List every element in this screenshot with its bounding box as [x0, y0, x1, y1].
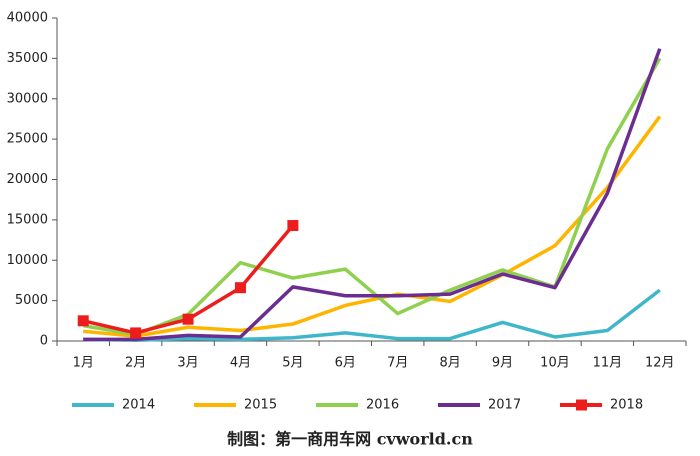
- series-line: [82, 57, 662, 337]
- x-tick-label: 2月: [125, 356, 146, 371]
- point-marker: [77, 315, 89, 327]
- series-line: [83, 288, 661, 342]
- y-tick-label: 20000: [7, 172, 48, 187]
- x-tick-label: 11月: [593, 356, 623, 371]
- y-tick-label: 10000: [7, 253, 48, 268]
- x-tick-label: 9月: [492, 356, 513, 371]
- y-tick-label: 15000: [7, 212, 48, 227]
- legend-label: 2018: [610, 398, 643, 413]
- legend-label: 2017: [488, 398, 521, 413]
- x-tick-label: 12月: [645, 356, 675, 371]
- point-marker: [182, 313, 194, 325]
- x-tick-label: 1月: [73, 356, 94, 371]
- x-tick-label: 8月: [439, 356, 460, 371]
- series-line: [83, 48, 662, 342]
- x-tick-label: 10月: [540, 356, 570, 371]
- x-tick-label: 6月: [335, 356, 356, 371]
- y-tick-label: 0: [40, 334, 48, 349]
- y-tick-label: 35000: [7, 51, 48, 66]
- x-tick-label: 5月: [282, 356, 303, 371]
- series-line: [83, 115, 662, 338]
- x-tick-label: 7月: [387, 356, 408, 371]
- y-tick-label: 40000: [7, 11, 48, 26]
- point-marker: [234, 282, 246, 294]
- point-marker: [130, 327, 142, 339]
- y-tick-label: 25000: [7, 132, 48, 147]
- y-tick-label: 30000: [7, 91, 48, 106]
- y-tick-label: 5000: [15, 293, 48, 308]
- legend-label: 2015: [244, 398, 277, 413]
- x-tick-label: 4月: [230, 356, 251, 371]
- caption: 制图：第一商用车网 cvworld.cn: [227, 430, 473, 449]
- legend-label: 2016: [366, 398, 399, 413]
- x-tick-label: 3月: [177, 356, 198, 371]
- legend-marker: [576, 399, 587, 411]
- legend-label: 2014: [122, 398, 155, 413]
- point-marker: [287, 220, 299, 232]
